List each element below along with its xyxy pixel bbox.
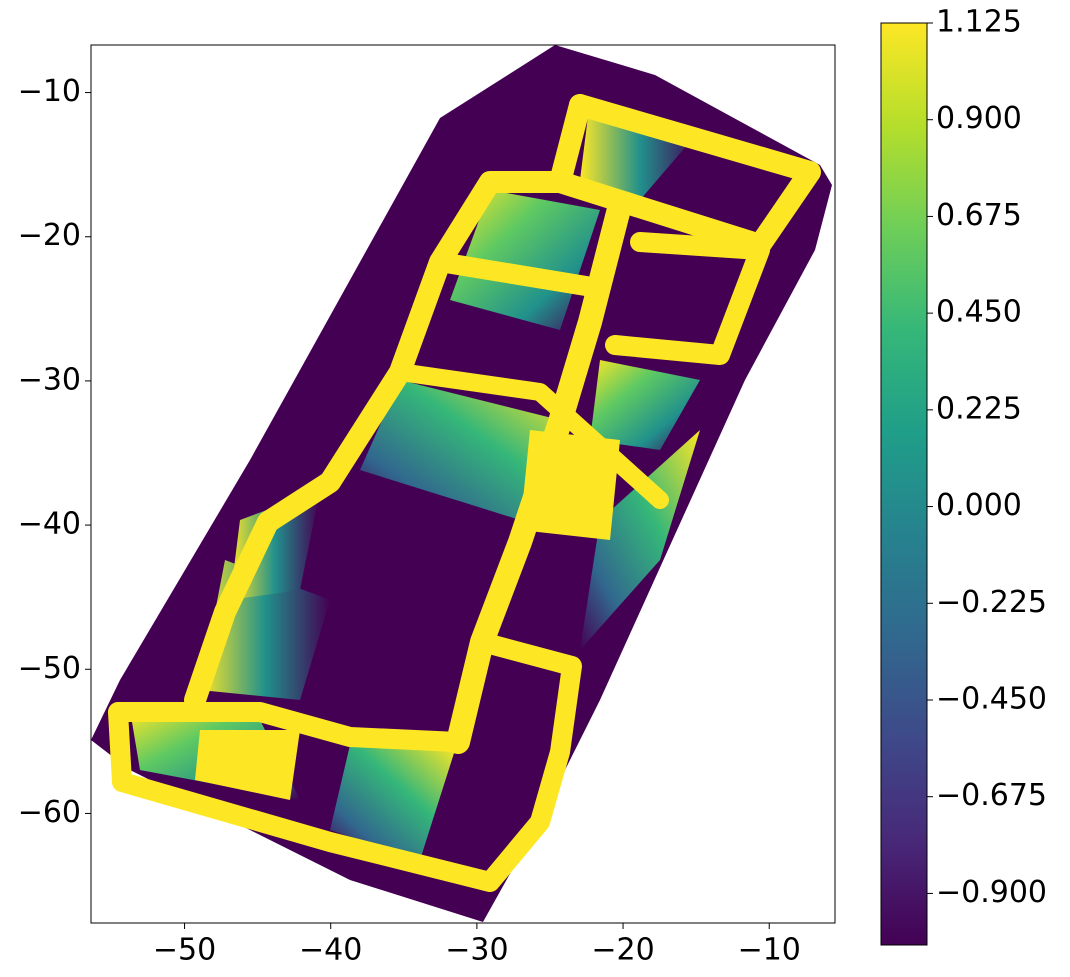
colorbar-tick-label: −0.675 <box>936 778 1047 813</box>
x-tick-label: −20 <box>591 933 654 968</box>
colorbar-tick-label: 0.675 <box>936 198 1022 233</box>
field <box>91 45 832 922</box>
colorbar-frame <box>880 22 928 946</box>
colorbar-tick-label: 0.900 <box>936 101 1022 136</box>
x-tick-label: −40 <box>299 933 362 968</box>
y-tick-label: −50 <box>18 651 81 686</box>
colorbar-tick-label: 0.225 <box>936 391 1022 426</box>
colorbar-tick-label: −0.450 <box>936 681 1047 716</box>
colorbar-tick-label: 1.125 <box>936 5 1022 40</box>
colorbar-tick-label: 0.000 <box>936 488 1022 523</box>
y-tick-label: −20 <box>18 218 81 253</box>
y-tick-label: −60 <box>18 795 81 830</box>
y-tick-label: −10 <box>18 74 81 109</box>
x-tick-label: −10 <box>738 933 801 968</box>
colorbar-tick-label: −0.225 <box>936 585 1047 620</box>
y-tick-label: −30 <box>18 362 81 397</box>
x-tick-label: −30 <box>445 933 508 968</box>
colorbar <box>881 23 927 945</box>
plot-frame <box>90 44 836 924</box>
x-tick-label: −50 <box>153 933 216 968</box>
colorbar-tick-label: 0.450 <box>936 295 1022 330</box>
colorbar-tick-label: −0.900 <box>936 875 1047 910</box>
y-tick-label: −40 <box>18 507 81 542</box>
